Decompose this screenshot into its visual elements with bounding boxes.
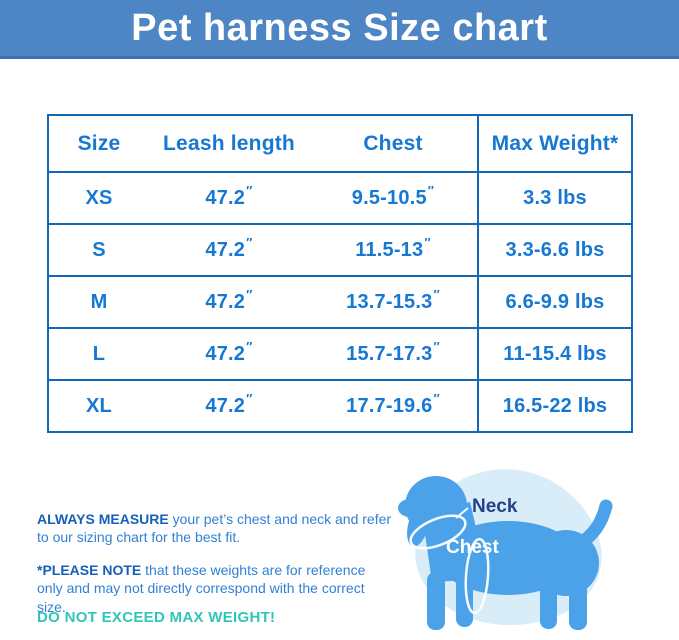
neck-leader-line <box>455 507 469 519</box>
chest-value: 15.7-17.3 <box>346 342 433 365</box>
max-weight-warning: DO NOT EXCEED MAX WEIGHT! <box>37 609 276 626</box>
header-size: Size <box>77 131 121 155</box>
leash-cell: 47.2 ″ <box>205 339 253 365</box>
weight-cell: 3.3-6.6 lbs <box>477 225 631 275</box>
neck-ring-icon <box>409 514 467 550</box>
leash-cell: 47.2 ″ <box>205 235 253 261</box>
weight-cell: 11-15.4 lbs <box>477 329 631 379</box>
dog-silhouette-icon <box>398 476 613 630</box>
measure-note: ALWAYS MEASURE your pet’s chest and neck… <box>37 510 393 547</box>
please-note-text: that these weights are for reference onl… <box>37 562 366 615</box>
leash-cell: 47.2 ″ <box>205 391 253 417</box>
header-max-weight: Max Weight* <box>477 116 631 171</box>
weight-cell: 6.6-9.9 lbs <box>477 277 631 327</box>
size-cell: XL <box>86 394 112 417</box>
leash-cell: 47.2 ″ <box>205 287 253 313</box>
chest-value: 17.7-19.6 <box>346 394 433 417</box>
leash-cell: 47.2 ″ <box>205 183 253 209</box>
weight-cell: 16.5-22 lbs <box>477 381 631 431</box>
please-note-lead: *PLEASE NOTE <box>37 562 142 578</box>
size-chart-table: Size Leash length Chest Max Weight* XS 4… <box>47 114 633 433</box>
chest-cell: 17.7-19.6 ″ <box>346 391 440 417</box>
weight-cell: 3.3 lbs <box>477 173 631 223</box>
table-row: XS 47.2 ″ 9.5-10.5 ″ 3.3 lbs <box>49 171 631 223</box>
size-cell: S <box>92 238 106 261</box>
chest-value: 11.5-13 <box>355 238 424 261</box>
chest-value: 13.7-15.3 <box>346 290 433 313</box>
neck-label: Neck <box>472 496 518 517</box>
table-row: M 47.2 ″ 13.7-15.3 ″ 6.6-9.9 lbs <box>49 275 631 327</box>
title-bar: Pet harness Size chart <box>0 0 679 59</box>
chest-label: Chest <box>446 537 499 558</box>
table-row: XL 47.2 ″ 17.7-19.6 ″ 16.5-22 lbs <box>49 379 631 431</box>
please-note: *PLEASE NOTE that these weights are for … <box>37 561 393 616</box>
measurement-lines <box>409 507 490 615</box>
size-cell: M <box>90 290 108 313</box>
chest-ring-icon <box>464 537 490 615</box>
table-row: S 47.2 ″ 11.5-13 ″ 3.3-6.6 lbs <box>49 223 631 275</box>
page-title: Pet harness Size chart <box>131 6 548 49</box>
table-row: L 47.2 ″ 15.7-17.3 ″ 11-15.4 lbs <box>49 327 631 379</box>
measure-note-text: your pet’s chest and neck and refer to o… <box>37 511 392 546</box>
leash-value: 47.2 <box>205 290 246 313</box>
leash-value: 47.2 <box>205 238 246 261</box>
chest-cell: 13.7-15.3 ″ <box>346 287 440 313</box>
leash-value: 47.2 <box>205 342 246 365</box>
chest-cell: 15.7-17.3 ″ <box>346 339 440 365</box>
size-cell: XS <box>85 186 113 209</box>
chest-cell: 9.5-10.5 ″ <box>351 183 435 209</box>
leash-value: 47.2 <box>205 186 246 209</box>
chest-value: 9.5-10.5 <box>351 186 427 209</box>
size-cell: L <box>92 342 106 365</box>
chest-cell: 11.5-13 ″ <box>355 235 431 261</box>
header-chest: Chest <box>363 131 423 155</box>
header-leash-length: Leash length <box>163 131 295 155</box>
leash-value: 47.2 <box>205 394 246 417</box>
table-header-row: Size Leash length Chest Max Weight* <box>49 116 631 171</box>
measure-note-lead: ALWAYS MEASURE <box>37 511 169 527</box>
dog-measurement-diagram: Neck Chest <box>398 469 613 630</box>
